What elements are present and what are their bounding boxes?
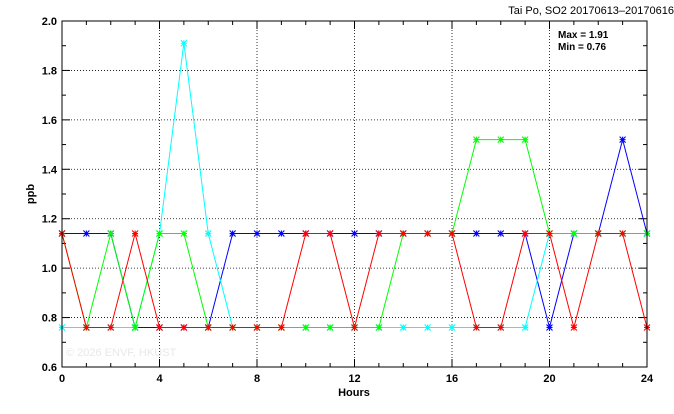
x-tick-label: 16 — [446, 373, 458, 385]
series-4-point — [619, 230, 627, 237]
series-4-point — [107, 324, 115, 331]
series-4-point — [131, 230, 139, 237]
series-4-point — [351, 324, 358, 331]
series-4-point — [472, 324, 480, 331]
series-1-point — [253, 230, 261, 237]
series-3-point — [156, 230, 163, 237]
series-3-point — [107, 230, 115, 237]
series-4-point — [570, 324, 578, 331]
series-2-point — [424, 324, 432, 331]
y-tick-label: 0.6 — [42, 362, 57, 374]
y-tick-label: 1.6 — [42, 115, 57, 127]
x-tick-label: 12 — [348, 373, 360, 385]
x-tick-label: 20 — [543, 373, 555, 385]
series-2-point — [399, 324, 407, 331]
series-1-point — [351, 230, 358, 237]
x-tick-label: 24 — [641, 373, 654, 385]
series-4-point — [302, 230, 310, 237]
series-4-point — [424, 230, 432, 237]
series-4-point — [594, 230, 602, 237]
chart-title: Tai Po, SO2 20170613–20170616 — [508, 5, 674, 17]
series-4-point — [82, 324, 90, 331]
series-line-2 — [62, 43, 647, 328]
y-tick-label: 1.4 — [42, 164, 58, 176]
series-4-point — [375, 230, 383, 237]
series-3-point — [497, 136, 505, 144]
y-tick-label: 2.0 — [42, 16, 57, 28]
max-annotation: Max = 1.91 — [558, 30, 609, 41]
series-4-point — [546, 230, 553, 237]
series-3-point — [302, 324, 310, 331]
series-4-point — [497, 324, 505, 331]
x-tick-label: 0 — [59, 373, 65, 385]
series-1-point — [619, 136, 627, 144]
series-4-point — [326, 230, 334, 237]
series-line-4 — [61, 231, 648, 330]
series-3-point — [326, 324, 334, 331]
series-1-point — [229, 230, 237, 237]
y-tick-label: 1.2 — [42, 214, 57, 226]
y-tick-label: 0.8 — [42, 313, 57, 325]
watermark: © 2026 ENVF, HKUST — [66, 347, 176, 359]
series-3-point — [472, 136, 480, 144]
x-axis-label: Hours — [338, 387, 370, 399]
series-3-point — [131, 324, 139, 331]
series-2-point — [204, 230, 212, 237]
series-1-point — [546, 324, 553, 331]
min-annotation: Min = 0.76 — [558, 42, 607, 53]
series-4-point — [448, 230, 456, 237]
series-1-point — [82, 230, 90, 237]
series-1-point — [472, 230, 480, 237]
series-1-point — [277, 230, 285, 237]
x-tick-label: 8 — [254, 373, 260, 385]
series-4-point — [521, 230, 529, 237]
y-tick-label: 1.0 — [42, 263, 57, 275]
series-3-point — [521, 136, 529, 144]
series-4-point — [180, 324, 188, 331]
series-3-point — [180, 230, 188, 237]
series-3-point — [375, 324, 383, 331]
y-axis-label: ppb — [25, 184, 37, 204]
series-2-point — [521, 324, 529, 331]
series-1-point — [497, 230, 505, 237]
series-4-point — [277, 324, 285, 331]
plot-frame — [61, 20, 648, 368]
series-4-point — [204, 324, 212, 331]
y-tick-label: 1.8 — [42, 65, 57, 77]
series-4-point — [399, 230, 407, 237]
series-4-point — [156, 324, 163, 331]
series-2-point — [180, 39, 188, 47]
series-2-point — [448, 324, 456, 331]
series-4-point — [253, 324, 261, 331]
x-tick-label: 4 — [156, 373, 163, 385]
series-3-point — [570, 230, 578, 237]
series-4-point — [229, 324, 237, 331]
